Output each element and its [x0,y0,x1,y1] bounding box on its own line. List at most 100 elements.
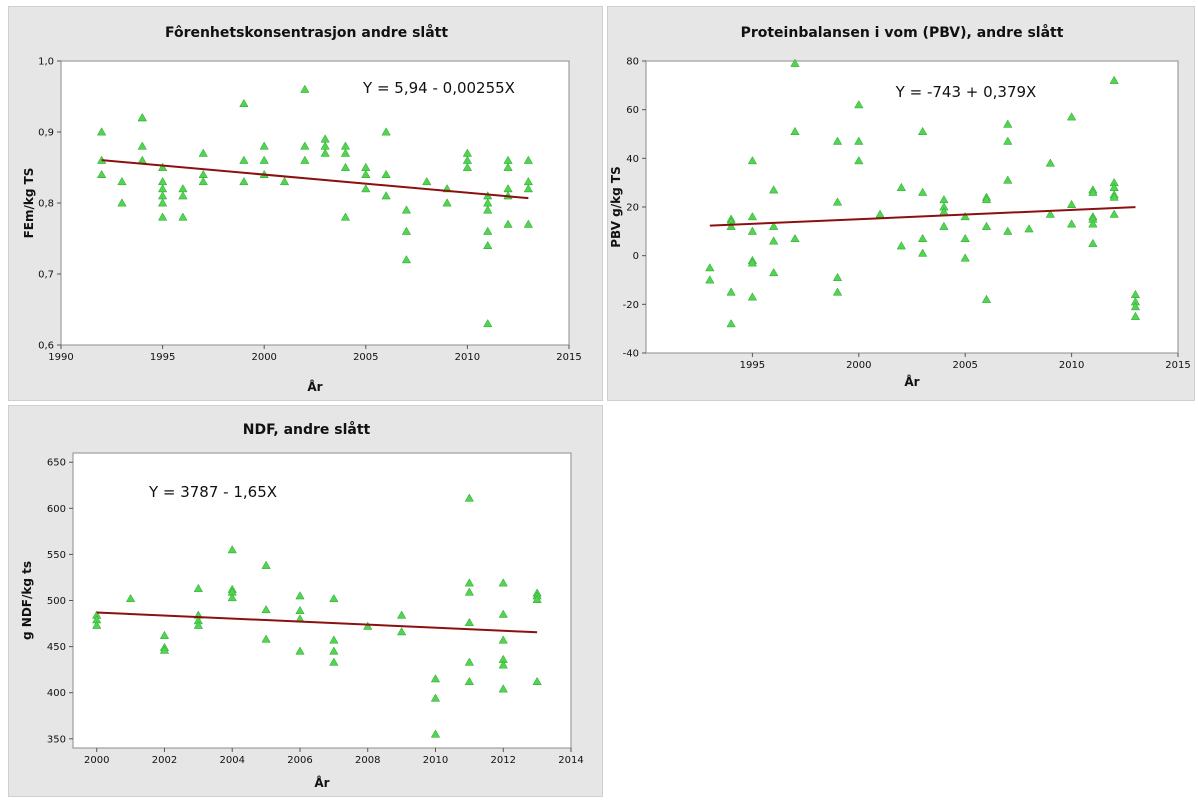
data-point [295,605,305,615]
data-point [381,127,391,136]
x-tick-label: 2005 [952,360,977,371]
x-axis-label: År [904,374,919,389]
data-point [790,58,800,67]
data-point [157,212,168,221]
data-point [239,176,249,186]
data-point [832,287,843,296]
data-point [1003,119,1013,128]
data-point [498,578,508,587]
data-point [1088,238,1098,247]
data-point [523,155,533,164]
data-point [261,634,271,643]
data-point [939,221,949,230]
data-point [329,593,339,603]
y-tick-label: 20 [626,203,639,214]
y-tick-label: 0 [633,251,639,262]
data-point [1088,219,1098,228]
data-point [261,605,271,614]
x-tick-label: 2008 [355,755,380,766]
data-point [769,185,779,194]
y-tick-label: 450 [47,642,66,653]
x-tick-label: 2010 [1059,360,1084,371]
data-point [532,676,542,686]
x-tick-label: 1995 [740,360,765,371]
y-tick-label: 500 [47,596,66,607]
data-point [483,318,493,328]
data-point [918,126,928,135]
data-point [503,219,513,228]
data-point [1109,209,1119,218]
data-point [1066,219,1077,228]
y-tick-label: 400 [47,688,66,699]
y-axis-label: FEm/kg TS [22,168,36,239]
x-tick-label: 2015 [1165,360,1190,371]
data-point [157,198,168,207]
x-axis-label: År [307,379,322,394]
data-point [137,141,147,150]
data-point [747,226,758,235]
data-point [300,155,310,164]
x-tick-label: 2012 [491,755,516,766]
data-point [340,162,351,171]
y-tick-label: 650 [47,458,66,469]
x-axis-label: År [314,775,329,790]
data-point [401,226,412,235]
data-point [117,176,127,186]
data-point [1045,158,1055,167]
data-point [918,233,928,243]
y-tick-label: 0,7 [38,270,54,281]
data-point [483,240,493,249]
x-tick-label: 1990 [48,352,73,363]
data-point [430,674,441,683]
data-point [960,212,970,221]
data-point [422,176,432,186]
x-tick-label: 2002 [152,755,177,766]
data-point [320,148,330,157]
data-point [726,221,736,230]
data-point [159,645,170,654]
data-point [227,545,237,554]
data-point [361,184,371,193]
data-point [92,620,102,629]
data-point [381,169,391,178]
data-point [981,194,992,204]
data-point [464,617,474,627]
data-point [790,126,800,135]
data-point [300,84,310,93]
plot-area [645,60,1179,354]
data-point [832,272,843,281]
data-point [498,660,508,669]
data-point [747,292,758,301]
plot-area [72,452,572,749]
data-point [503,162,513,171]
data-point [769,221,779,230]
regression-equation: Y = 3787 - 1,65X [148,483,277,501]
data-point [498,609,508,618]
y-tick-label: 60 [626,105,639,116]
data-point [918,187,928,196]
y-tick-label: 0,6 [38,341,54,352]
x-tick-label: 2004 [219,755,244,766]
data-point [178,212,188,221]
y-axis-label: g NDF/kg ts [20,561,34,640]
regression-line [101,159,529,200]
y-tick-label: 1,0 [38,57,54,68]
chart-panel-ndf: NDF, andre slått År g NDF/kg ts 2000 2002 200… [8,405,603,797]
data-point [960,253,970,262]
data-point [464,657,474,666]
chart-panel-pbv: Proteinbalansen i vom (PBV), andre slått… [607,6,1195,401]
y-tick-label: -40 [623,349,639,360]
data-point [157,162,168,171]
data-point [960,233,970,243]
data-point [462,162,473,171]
data-point [498,684,508,693]
data-point [981,294,992,303]
data-point [747,212,758,221]
y-tick-label: 80 [626,57,639,68]
data-point [1109,192,1119,201]
data-point [1045,209,1055,218]
chart-fem-svg: Fôrenhetskonsentrasjon andre slått År FEm/… [22,24,582,394]
data-point [295,591,305,600]
data-point [1003,226,1013,235]
data-point [532,594,542,603]
